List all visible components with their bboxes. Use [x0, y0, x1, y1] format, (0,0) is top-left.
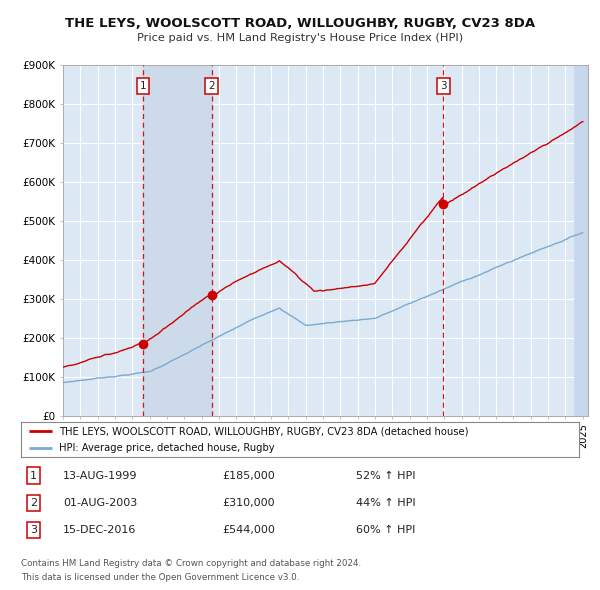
Text: Contains HM Land Registry data © Crown copyright and database right 2024.: Contains HM Land Registry data © Crown c… [21, 559, 361, 568]
Text: HPI: Average price, detached house, Rugby: HPI: Average price, detached house, Rugb… [59, 442, 275, 453]
Text: Price paid vs. HM Land Registry's House Price Index (HPI): Price paid vs. HM Land Registry's House … [137, 33, 463, 43]
Text: 3: 3 [30, 525, 37, 535]
Text: 52% ↑ HPI: 52% ↑ HPI [356, 471, 415, 481]
Text: £544,000: £544,000 [222, 525, 275, 535]
Text: 2: 2 [30, 498, 37, 508]
Text: THE LEYS, WOOLSCOTT ROAD, WILLOUGHBY, RUGBY, CV23 8DA (detached house): THE LEYS, WOOLSCOTT ROAD, WILLOUGHBY, RU… [59, 427, 469, 437]
Text: 13-AUG-1999: 13-AUG-1999 [63, 471, 137, 481]
Text: 01-AUG-2003: 01-AUG-2003 [63, 498, 137, 508]
Text: £185,000: £185,000 [222, 471, 275, 481]
Bar [574, 65, 596, 416]
Text: 44% ↑ HPI: 44% ↑ HPI [356, 498, 415, 508]
Bar [143, 65, 212, 416]
Text: THE LEYS, WOOLSCOTT ROAD, WILLOUGHBY, RUGBY, CV23 8DA: THE LEYS, WOOLSCOTT ROAD, WILLOUGHBY, RU… [65, 17, 535, 30]
Text: 1: 1 [30, 471, 37, 481]
Text: 2: 2 [208, 81, 215, 91]
Text: 1: 1 [140, 81, 146, 91]
Text: This data is licensed under the Open Government Licence v3.0.: This data is licensed under the Open Gov… [21, 573, 299, 582]
Text: £310,000: £310,000 [222, 498, 275, 508]
Text: 60% ↑ HPI: 60% ↑ HPI [356, 525, 415, 535]
Text: 15-DEC-2016: 15-DEC-2016 [63, 525, 136, 535]
Text: 3: 3 [440, 81, 447, 91]
